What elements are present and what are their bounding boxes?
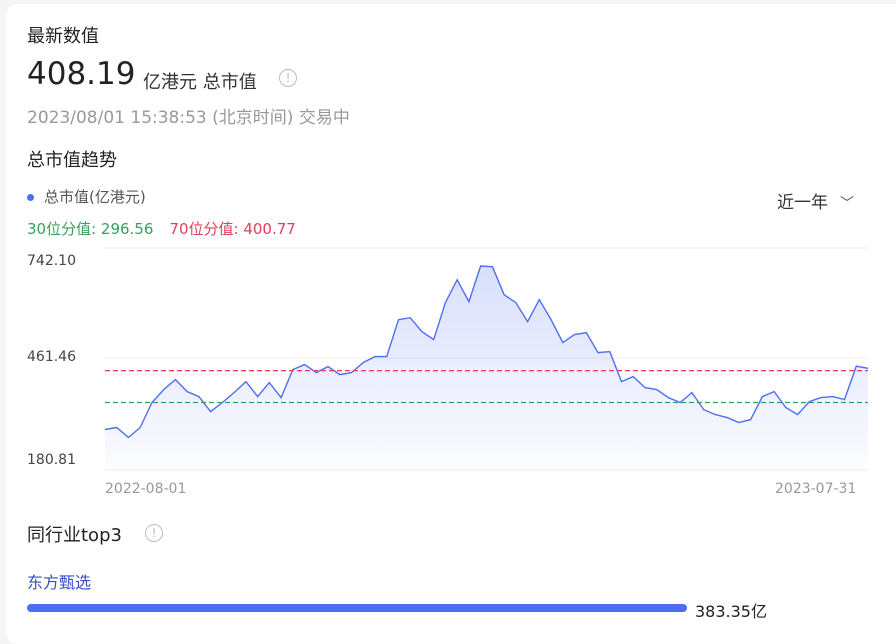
timezone: (北京时间) xyxy=(212,108,294,128)
range-value: 近一年 xyxy=(777,193,828,213)
peer-value: 383.35亿 xyxy=(695,602,767,621)
timestamp-value: 2023/08/01 15:38:53 xyxy=(27,108,207,128)
peer-name[interactable]: 东方甄选 xyxy=(27,573,92,592)
trend-title: 总市值趋势 xyxy=(27,150,117,171)
series-line xyxy=(104,265,869,439)
market-cap-value: 408.19 xyxy=(27,56,136,92)
legend-label: 总市值(亿港元) xyxy=(44,188,146,206)
chart-legend: 总市值(亿港元) xyxy=(27,186,146,207)
peers-title: 同行业top3 xyxy=(27,525,122,546)
y-tick-label: 461.46 xyxy=(27,349,76,365)
latest-value-title: 最新数值 xyxy=(27,26,99,47)
y-tick-label: 742.10 xyxy=(27,253,76,269)
x-tick-label: 2022-08-01 xyxy=(105,481,187,497)
legend-dot-icon xyxy=(27,194,34,201)
y-tick-label: 180.81 xyxy=(27,452,76,468)
market-cap-unit: 亿港元 总市值 xyxy=(143,72,257,93)
percentile-labels: 30位分值: 296.56 70位分值: 400.77 xyxy=(27,218,296,239)
p30-label: 30位分值: 296.56 xyxy=(27,220,154,238)
info-circle-icon[interactable]: ! xyxy=(145,524,163,542)
range-dropdown[interactable]: 近一年 ﹀ xyxy=(777,188,854,213)
info-circle-icon[interactable]: ! xyxy=(279,69,297,87)
chevron-down-icon: ﹀ xyxy=(840,196,854,212)
timestamp: 2023/08/01 15:38:53 (北京时间) 交易中 xyxy=(27,103,350,128)
peer-value-bar xyxy=(27,604,687,612)
area-fill xyxy=(105,266,868,470)
x-tick-label: 2023-07-31 xyxy=(775,481,857,497)
trading-status: 交易中 xyxy=(298,108,350,128)
p70-label: 70位分值: 400.77 xyxy=(169,220,296,238)
